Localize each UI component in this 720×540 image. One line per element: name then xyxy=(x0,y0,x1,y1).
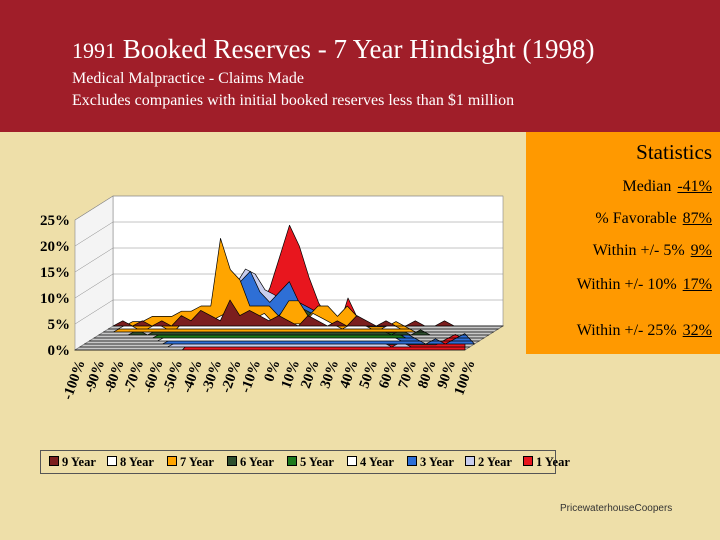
legend-item: 7 Year xyxy=(167,455,214,470)
legend-label: 4 Year xyxy=(360,455,394,469)
legend-item: 1 Year xyxy=(523,455,570,470)
legend-label: 3 Year xyxy=(420,455,454,469)
legend-label: 9 Year xyxy=(62,455,96,469)
chart-legend: 9 Year 8 Year 7 Year 6 Year 5 Year 4 Year 3 Ye… xyxy=(40,450,570,474)
y-tick-label: 20% xyxy=(40,239,70,255)
stat-within-10: Within +/- 10% 17% xyxy=(577,276,712,294)
stat-label: Within +/- 25% xyxy=(576,322,677,339)
legend-label: 8 Year xyxy=(120,455,154,469)
gridline xyxy=(74,221,503,247)
legend-swatch xyxy=(49,456,59,466)
legend-item: 9 Year xyxy=(49,455,96,470)
gridline xyxy=(74,299,503,325)
legend-label: 7 Year xyxy=(180,455,214,469)
x-tick-label: 0% xyxy=(261,358,283,384)
stat-label: Median xyxy=(622,178,672,195)
stat-label: Within +/- 5% xyxy=(592,242,685,259)
series-area xyxy=(112,299,504,327)
stat-label: Within +/- 10% xyxy=(576,276,677,293)
legend-item: 5 Year xyxy=(287,455,334,470)
page-title: 1991 Booked Reserves - 7 Year Hindsight … xyxy=(72,34,594,65)
y-tick-label: 25% xyxy=(40,213,70,229)
legend-swatch xyxy=(465,456,475,466)
stat-value: 17% xyxy=(682,276,712,293)
gridline xyxy=(74,195,503,221)
y-tick-label: 15% xyxy=(40,265,70,281)
legend-label: 5 Year xyxy=(300,455,334,469)
legend-item: 3 Year xyxy=(407,455,454,470)
statistics-title: Statistics xyxy=(636,140,712,164)
legend-swatch xyxy=(167,456,177,466)
legend-item: 8 Year xyxy=(107,455,154,470)
stat-value: 87% xyxy=(682,210,712,227)
stat-value: -41% xyxy=(677,178,712,195)
stat-within-25: Within +/- 25% 32% xyxy=(577,322,712,340)
y-tick-label: 10% xyxy=(40,291,70,307)
series-area xyxy=(103,238,494,333)
gridline xyxy=(74,273,503,299)
legend-swatch xyxy=(407,456,417,466)
y-tick-label: 5% xyxy=(48,317,71,333)
subtitle-line-2: Excludes companies with initial booked r… xyxy=(72,92,515,109)
chart-side-wall xyxy=(74,195,114,351)
legend-label: 1 Year xyxy=(536,455,570,469)
legend-item: 2 Year xyxy=(465,455,512,470)
legend-swatch xyxy=(523,456,533,466)
statistics-panel: Statistics Median -41% % Favorable 87% Wit… xyxy=(526,132,720,354)
legend-swatch xyxy=(287,456,297,466)
legend-swatch xyxy=(227,456,237,466)
legend-swatch xyxy=(347,456,357,466)
stat-median: Median -41% xyxy=(622,178,712,196)
legend-item: 6 Year xyxy=(227,455,274,470)
stat-value: 9% xyxy=(690,242,712,259)
subtitle-line-1: Medical Malpractice - Claims Made xyxy=(72,70,304,87)
legend-item: 4 Year xyxy=(347,455,394,470)
stat-value: 32% xyxy=(682,322,712,339)
footer-brand: PricewaterhouseCoopers xyxy=(560,503,673,514)
gridline xyxy=(74,247,503,273)
stat-favorable: % Favorable 87% xyxy=(595,210,712,228)
series-area xyxy=(84,270,475,345)
stat-label: % Favorable xyxy=(595,210,677,227)
stat-within-5: Within +/- 5% 9% xyxy=(593,242,712,260)
legend-swatch xyxy=(107,456,117,466)
y-tick-label: 0% xyxy=(48,343,71,359)
title-year: 1991 xyxy=(72,38,116,63)
title-text: Booked Reserves - 7 Year Hindsight (1998… xyxy=(122,34,595,64)
legend-label: 6 Year xyxy=(240,455,274,469)
header-band: 1991 Booked Reserves - 7 Year Hindsight … xyxy=(0,0,720,132)
legend-label: 2 Year xyxy=(478,455,512,469)
series-area xyxy=(74,224,466,351)
